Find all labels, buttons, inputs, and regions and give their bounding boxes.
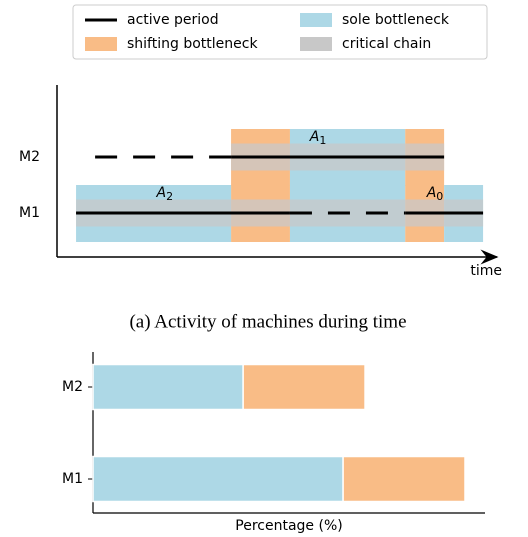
annotation-text: A <box>426 185 437 201</box>
legend-box <box>72 4 488 60</box>
y-tick-label: M1 <box>19 205 40 221</box>
bar-segment <box>92 363 244 411</box>
legend-label: critical chain <box>342 36 431 52</box>
y-tick-label: M2 <box>62 379 83 395</box>
bar-segment <box>242 363 366 411</box>
legend-label: shifting bottleneck <box>127 36 258 52</box>
annotation: A0 <box>426 185 444 203</box>
annotation: A1 <box>309 129 327 147</box>
y-tick-label: M1 <box>62 471 83 487</box>
legend-swatch <box>300 13 332 27</box>
annotation-sub: 1 <box>319 134 326 147</box>
annotation-text: A <box>156 185 167 201</box>
legend-swatch <box>300 37 332 51</box>
bar-segment <box>342 455 466 503</box>
legend-swatch <box>85 37 117 51</box>
legend-label: sole bottleneck <box>342 12 450 28</box>
bar-segment <box>92 455 344 503</box>
y-tick-label: M2 <box>19 149 40 165</box>
annotation-text: A <box>309 129 320 145</box>
x-axis-label: Percentage (%) <box>235 518 342 534</box>
annotation-sub: 2 <box>166 190 173 203</box>
x-axis-label: time <box>470 263 502 279</box>
legend-label: active period <box>127 12 219 28</box>
caption: (a) Activity of machines during time <box>129 311 406 332</box>
annotation: A2 <box>156 185 174 203</box>
annotation-sub: 0 <box>436 190 443 203</box>
